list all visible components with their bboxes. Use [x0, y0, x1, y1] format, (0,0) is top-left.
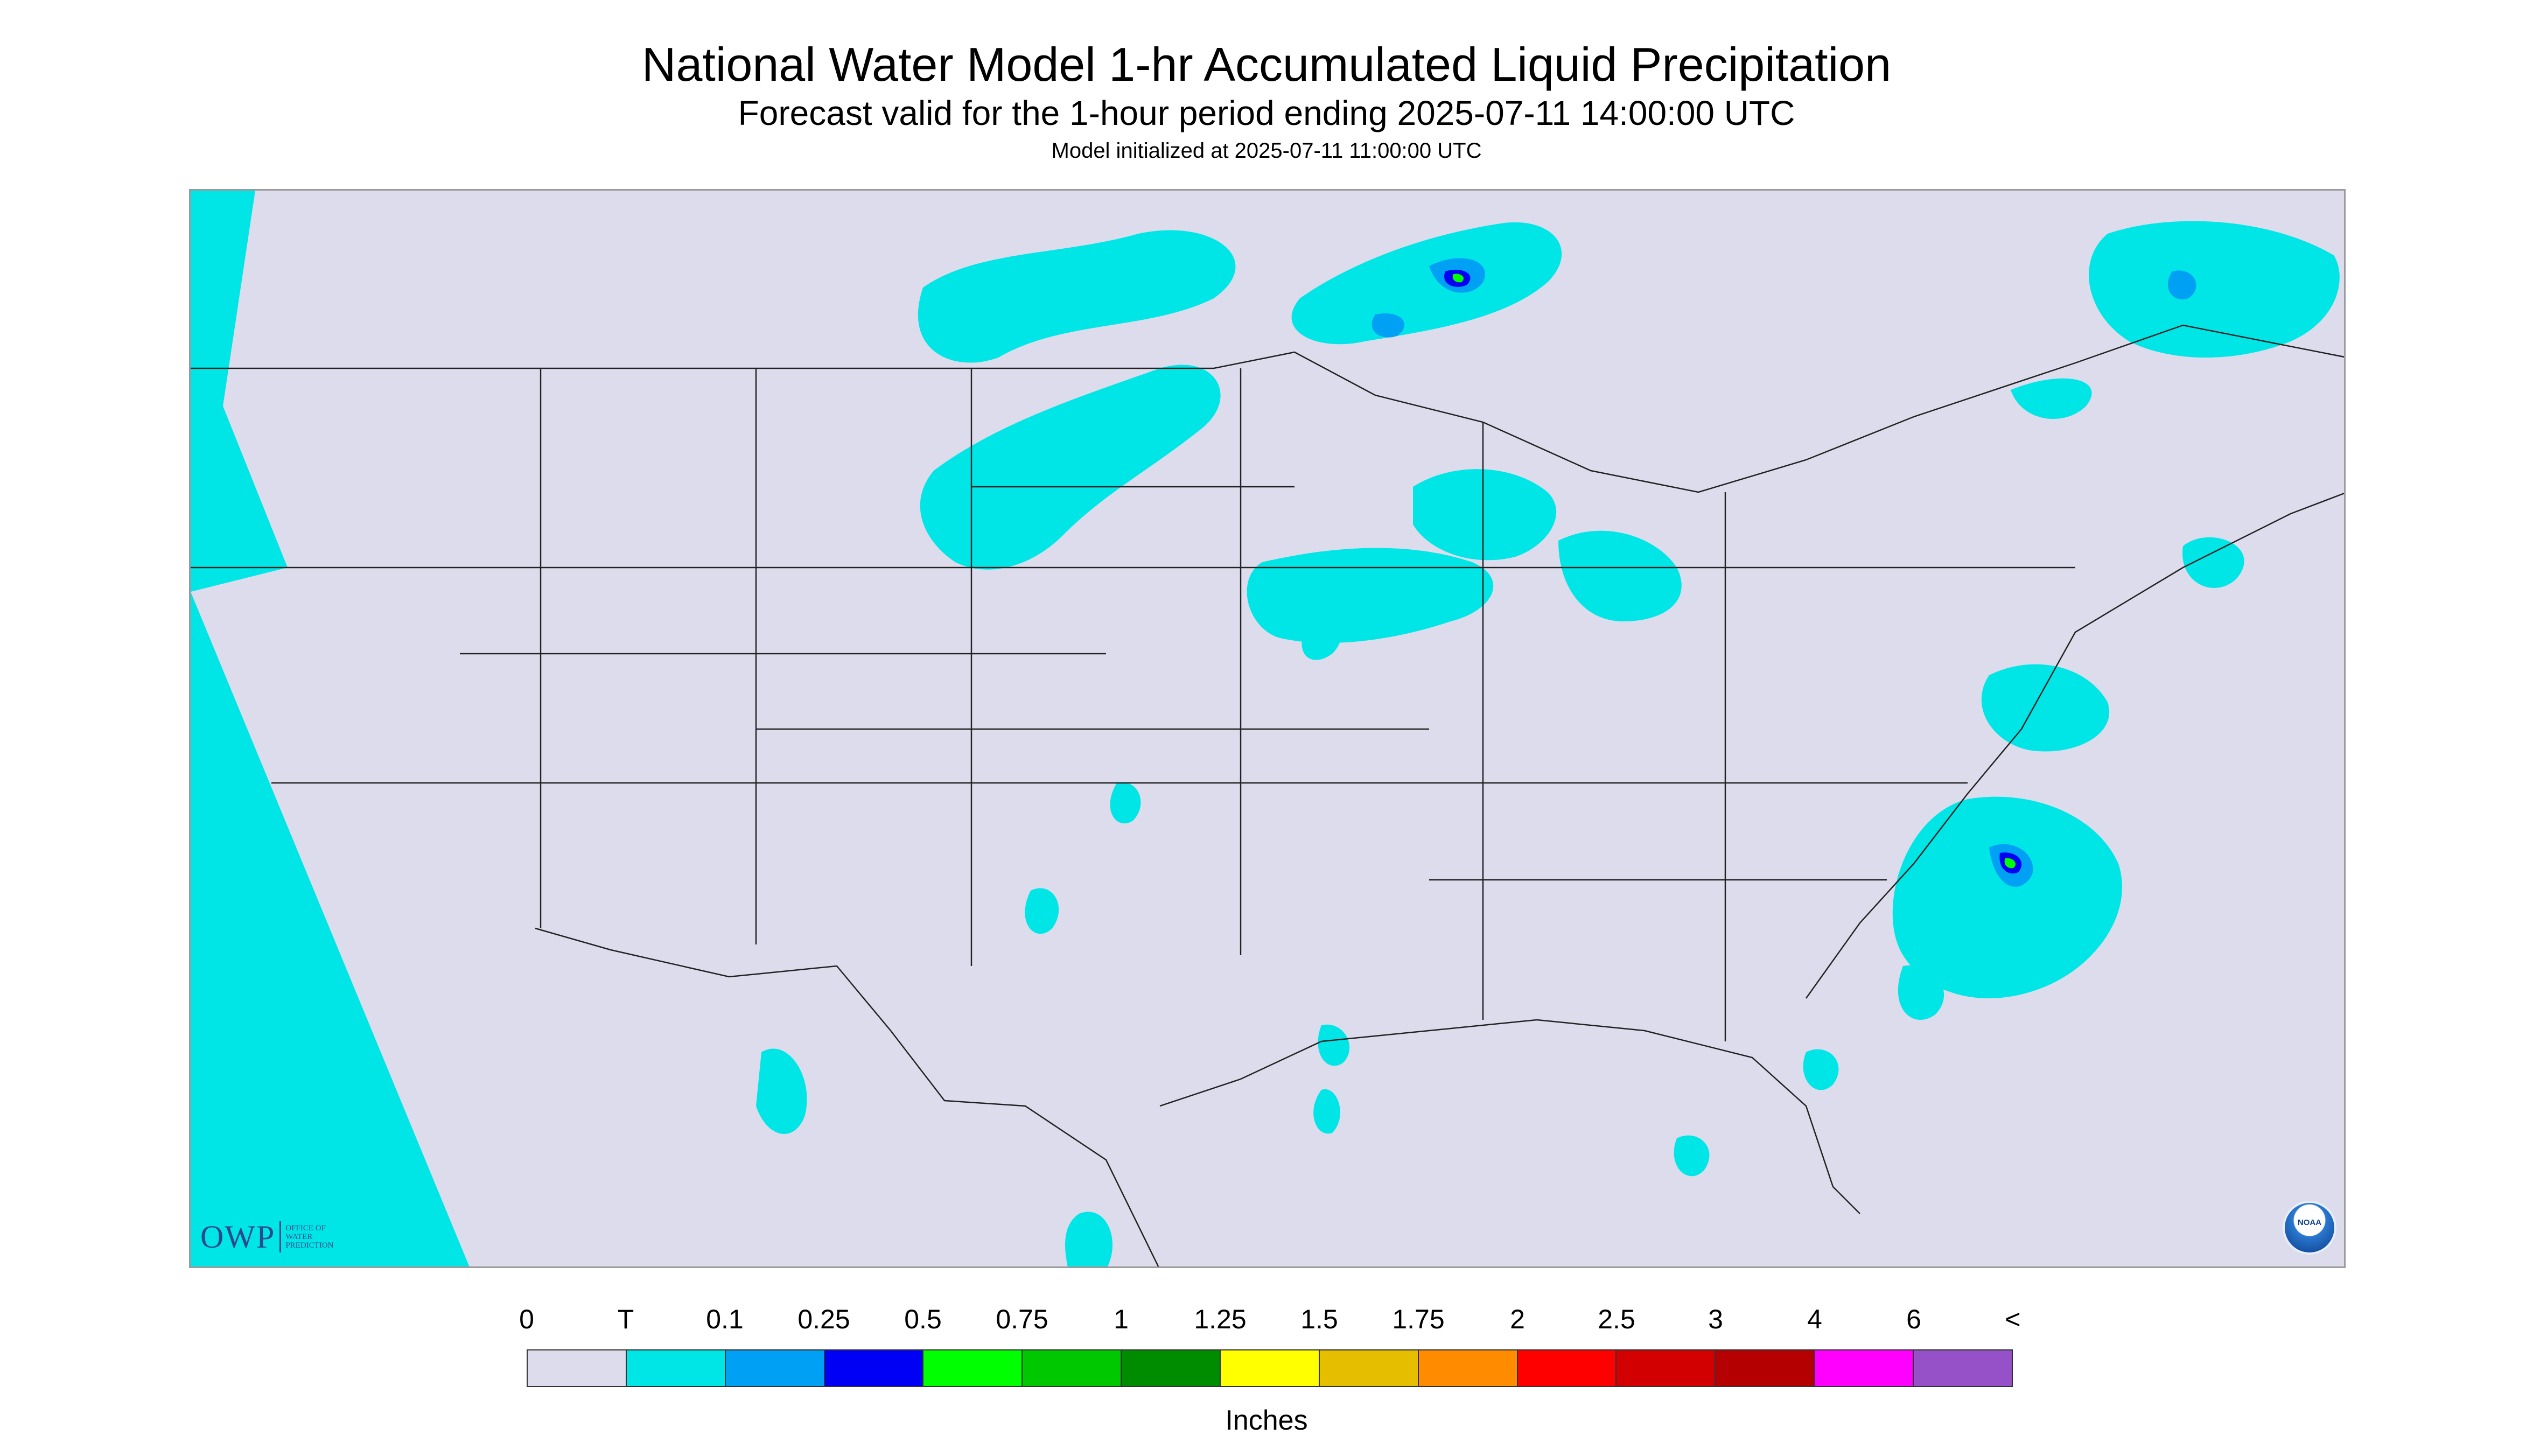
owp-logo-divider	[279, 1221, 282, 1252]
precip-heavy-cores	[1444, 269, 2022, 874]
noaa-logo: NOAA	[2283, 1201, 2336, 1255]
legend-tick-12: 3	[1708, 1304, 1723, 1334]
owp-logo-mark: OWP	[200, 1219, 276, 1255]
legend-colorbar	[527, 1349, 2013, 1387]
legend-swatch-1	[626, 1350, 726, 1386]
owp-logo-text: OFFICE OF WATER PREDICTION	[285, 1224, 334, 1250]
legend-swatch-0	[528, 1350, 627, 1386]
legend-tick-9: 1.75	[1392, 1304, 1445, 1334]
map-canvas	[191, 191, 2344, 1266]
legend-swatch-11	[1617, 1350, 1716, 1386]
domain-edge-east	[2124, 471, 2344, 1266]
legend-tick-7: 1.25	[1194, 1304, 1247, 1334]
precipitation-map: OWP OFFICE OF WATER PREDICTION NOAA	[189, 189, 2346, 1268]
legend-tick-10: 2	[1510, 1304, 1525, 1334]
legend-tick-14: 6	[1906, 1304, 1921, 1334]
legend-swatch-13	[1815, 1350, 1914, 1386]
domain-fill-west	[191, 191, 288, 592]
legend-tick-3: 0.25	[797, 1304, 850, 1334]
legend-tick-2: 0.1	[706, 1304, 744, 1334]
legend-swatch-14	[1914, 1350, 2012, 1386]
legend-tick-8: 1.5	[1300, 1304, 1338, 1334]
legend-tick-13: 4	[1807, 1304, 1822, 1334]
legend-tick-5: 0.75	[996, 1304, 1048, 1334]
legend-swatch-9	[1418, 1350, 1518, 1386]
legend-tick-15: <	[2005, 1304, 2021, 1334]
legend-tick-11: 2.5	[1598, 1304, 1635, 1334]
legend-swatch-4	[923, 1350, 1023, 1386]
legend-swatch-3	[824, 1350, 924, 1386]
legend-swatch-8	[1319, 1350, 1419, 1386]
legend-tick-1: T	[617, 1304, 634, 1334]
political-boundaries	[191, 324, 2344, 1266]
valid-time-subtitle: Forecast valid for the 1-hour period end…	[738, 94, 1795, 132]
precip-light-cores	[1372, 258, 2196, 887]
legend-units-label: Inches	[1225, 1405, 1308, 1436]
legend-tick-0: 0	[519, 1304, 534, 1334]
precip-trace-areas	[756, 221, 2340, 1266]
legend-swatch-12	[1716, 1350, 1815, 1386]
legend-tick-4: 0.5	[904, 1304, 942, 1334]
legend-swatch-5	[1023, 1350, 1122, 1386]
legend-swatch-10	[1517, 1350, 1617, 1386]
noaa-logo-text: NOAA	[2297, 1218, 2322, 1227]
model-init-line: Model initialized at 2025-07-11 11:00:00…	[1051, 139, 1482, 163]
map-title: National Water Model 1-hr Accumulated Li…	[641, 38, 1892, 91]
domain-edge-west	[191, 191, 470, 1266]
legend-swatch-2	[725, 1350, 825, 1386]
legend-swatch-6	[1122, 1350, 1221, 1386]
owp-logo: OWP OFFICE OF WATER PREDICTION	[200, 1218, 334, 1256]
legend-swatch-7	[1221, 1350, 1320, 1386]
legend-tick-6: 1	[1114, 1304, 1129, 1334]
